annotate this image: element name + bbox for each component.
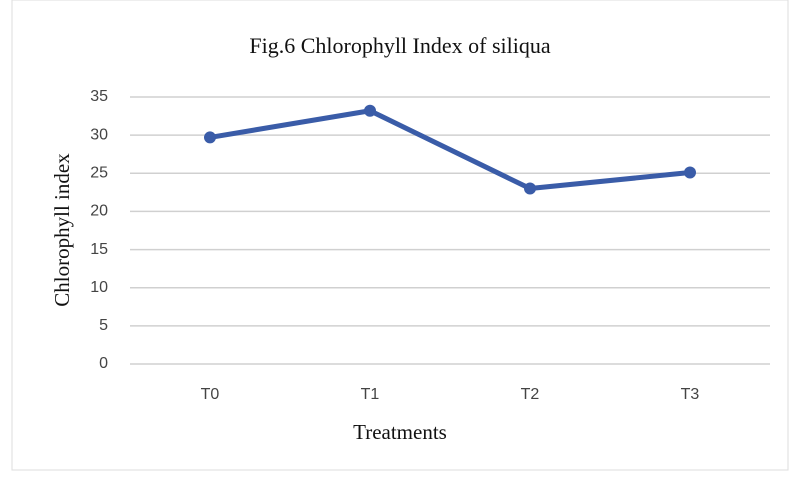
y-tick-label: 25 bbox=[90, 165, 108, 182]
y-tick-label: 30 bbox=[90, 126, 108, 143]
y-axis-label: Chlorophyll index bbox=[50, 153, 74, 307]
marker bbox=[684, 166, 696, 179]
y-tick-label: 20 bbox=[90, 203, 108, 220]
x-axis-label: Treatments bbox=[353, 420, 447, 444]
y-tick-label: 5 bbox=[99, 317, 108, 334]
y-tick-label: 0 bbox=[99, 355, 108, 372]
chart-title: Fig.6 Chlorophyll Index of siliqua bbox=[249, 33, 551, 58]
x-tick-label: T2 bbox=[521, 386, 540, 403]
x-tick-label: T3 bbox=[681, 386, 700, 403]
frame bbox=[11, 0, 789, 471]
y-tick-label: 15 bbox=[90, 241, 108, 258]
y-tick-label: 35 bbox=[90, 88, 108, 105]
marker bbox=[204, 131, 216, 144]
line bbox=[209, 108, 691, 192]
x-tick-label: T0 bbox=[201, 386, 220, 403]
x-tick-label: T1 bbox=[361, 386, 380, 403]
y-tick-label: 10 bbox=[90, 279, 108, 296]
marker bbox=[524, 182, 536, 195]
marker bbox=[364, 104, 376, 117]
